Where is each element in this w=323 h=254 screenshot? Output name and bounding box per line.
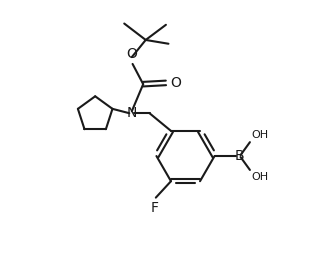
Text: N: N bbox=[127, 106, 137, 120]
Text: O: O bbox=[126, 47, 137, 61]
Text: F: F bbox=[151, 201, 159, 215]
Text: OH: OH bbox=[251, 130, 268, 140]
Text: O: O bbox=[170, 76, 181, 90]
Text: OH: OH bbox=[251, 172, 268, 182]
Text: B: B bbox=[234, 149, 244, 163]
